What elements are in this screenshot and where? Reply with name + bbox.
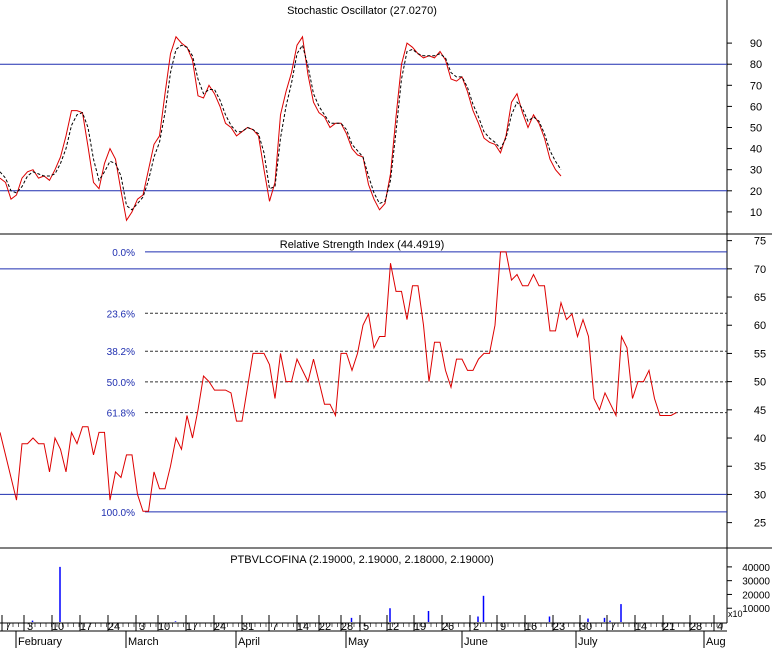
x-day-label: 5 bbox=[363, 621, 369, 633]
x-day-label: 12 bbox=[387, 621, 399, 633]
x-day-label: 23 bbox=[553, 621, 565, 633]
x-month-label: July bbox=[578, 636, 598, 648]
rsi-ytick-label: 75 bbox=[754, 236, 766, 248]
x-day-label: 19 bbox=[414, 621, 426, 633]
x-day-label: 14 bbox=[297, 621, 309, 633]
stoch-ytick-label: 60 bbox=[750, 101, 762, 113]
rsi-ytick-label: 55 bbox=[754, 348, 766, 360]
fib-label: 23.6% bbox=[107, 309, 135, 320]
rsi-ytick-label: 60 bbox=[754, 320, 766, 332]
x-day-label: 24 bbox=[108, 621, 120, 633]
stoch-ytick-label: 10 bbox=[750, 207, 762, 219]
x-month-label: April bbox=[238, 636, 260, 648]
stochastic-title: Stochastic Oscillator (27.0270) bbox=[287, 5, 437, 17]
rsi-ytick-label: 65 bbox=[754, 292, 766, 304]
rsi-ytick-label: 45 bbox=[754, 405, 766, 417]
x-day-label: 16 bbox=[525, 621, 537, 633]
x-day-label: 4 bbox=[717, 621, 723, 633]
x-month-label: June bbox=[464, 636, 488, 648]
volume-title: PTBVLCOFINA (2.19000, 2.19000, 2.18000, … bbox=[230, 554, 494, 566]
x-day-label: 26 bbox=[442, 621, 454, 633]
rsi-line bbox=[0, 251, 677, 512]
x-day-label: 14 bbox=[635, 621, 647, 633]
stoch-ytick-label: 80 bbox=[750, 59, 762, 71]
x-day-label: 17 bbox=[186, 621, 198, 633]
fib-label: 38.2% bbox=[107, 347, 135, 358]
volume-panel: 10000 20000 30000 40000 bbox=[31, 563, 770, 622]
x-month-label: May bbox=[348, 636, 369, 648]
rsi-ytick-label: 30 bbox=[754, 489, 766, 501]
x-day-label: 2 bbox=[473, 621, 479, 633]
stoch-ytick-label: 70 bbox=[750, 80, 762, 92]
x-day-label: 31 bbox=[242, 621, 254, 633]
rsi-ytick-label: 35 bbox=[754, 461, 766, 473]
rsi-panel: 25 30 35 40 45 50 55 60 65 70 75 0.0% 23.6% 38.2% 50.0… bbox=[0, 236, 766, 530]
x-day-label: 10 bbox=[52, 621, 64, 633]
fib-label: 50.0% bbox=[107, 378, 135, 389]
rsi-ytick-label: 25 bbox=[754, 518, 766, 530]
fib-label: 100.0% bbox=[101, 508, 135, 519]
rsi-ytick-label: 50 bbox=[754, 377, 766, 389]
x-month-label: Aug bbox=[706, 636, 726, 648]
x-month-label: March bbox=[128, 636, 159, 648]
vol-ytick-label: 20000 bbox=[742, 590, 770, 601]
stoch-ytick-label: 30 bbox=[750, 165, 762, 177]
stoch-ytick-label: 50 bbox=[750, 123, 762, 135]
x-day-label: 28 bbox=[341, 621, 353, 633]
vol-ytick-label: 10000 bbox=[742, 604, 770, 615]
vol-ytick-label: 40000 bbox=[742, 563, 770, 574]
x-day-label: 10 bbox=[158, 621, 170, 633]
rsi-ytick-label: 70 bbox=[754, 264, 766, 276]
x-day-label: 9 bbox=[500, 621, 506, 633]
stochastic-panel: 10 20 30 40 50 60 70 80 90 bbox=[0, 35, 762, 222]
x-day-label: 22 bbox=[319, 621, 331, 633]
stoch-k-line bbox=[0, 35, 562, 222]
stoch-d-line bbox=[0, 43, 562, 211]
x-day-label: 17 bbox=[80, 621, 92, 633]
rsi-title: Relative Strength Index (44.4919) bbox=[280, 239, 445, 251]
x-day-label: 7 bbox=[272, 621, 278, 633]
x-day-label: 7 bbox=[5, 621, 11, 633]
x-day-label: 3 bbox=[139, 621, 145, 633]
x-day-label: 21 bbox=[663, 621, 675, 633]
x-axis: 7 3 10 17 24 3 10 17 24 31 7 14 22 28 5 12 19 26 2 9 16 23 30 7… bbox=[0, 615, 727, 648]
x-day-label: 28 bbox=[690, 621, 702, 633]
fib-label: 61.8% bbox=[107, 409, 135, 420]
x-month-label: February bbox=[18, 636, 63, 648]
volume-multiplier: x10 bbox=[728, 609, 743, 619]
stoch-ytick-label: 20 bbox=[750, 186, 762, 198]
x-day-label: 3 bbox=[27, 621, 33, 633]
x-day-label: 7 bbox=[610, 621, 616, 633]
x-day-label: 24 bbox=[214, 621, 226, 633]
vol-ytick-label: 30000 bbox=[742, 577, 770, 588]
fib-label: 0.0% bbox=[112, 248, 135, 259]
stoch-ytick-label: 40 bbox=[750, 144, 762, 156]
stoch-ytick-label: 90 bbox=[750, 38, 762, 50]
rsi-ytick-label: 40 bbox=[754, 433, 766, 445]
x-day-label: 30 bbox=[580, 621, 592, 633]
